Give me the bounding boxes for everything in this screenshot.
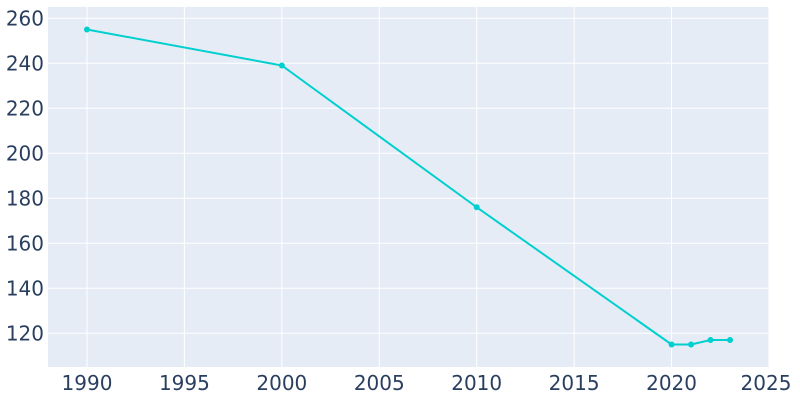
x-axis-ticks: 1990 1995 2000 2005 2010 2015 2020 2025 xyxy=(62,371,792,395)
data-point xyxy=(473,204,480,211)
y-tick-label: 200 xyxy=(6,141,44,165)
plot-background xyxy=(48,7,769,367)
y-tick-label: 260 xyxy=(6,6,44,30)
x-tick-label: 2025 xyxy=(741,371,792,395)
x-tick-label: 2020 xyxy=(646,371,697,395)
y-tick-label: 160 xyxy=(6,231,44,255)
data-points xyxy=(83,26,734,348)
data-point xyxy=(83,26,90,33)
data-point xyxy=(668,341,675,348)
y-tick-label: 140 xyxy=(6,276,44,300)
y-tick-label: 220 xyxy=(6,96,44,120)
x-tick-label: 2000 xyxy=(256,371,307,395)
x-tick-label: 2015 xyxy=(549,371,600,395)
data-point xyxy=(278,62,285,69)
x-tick-label: 1990 xyxy=(62,371,113,395)
y-tick-label: 240 xyxy=(6,51,44,75)
y-axis-ticks: 120 140 160 180 200 220 240 260 xyxy=(6,6,44,345)
data-point xyxy=(707,337,714,343)
x-tick-label: 2010 xyxy=(451,371,502,395)
y-tick-label: 120 xyxy=(6,321,44,345)
y-tick-label: 180 xyxy=(6,186,44,210)
data-point xyxy=(688,341,695,348)
x-tick-label: 1995 xyxy=(159,371,210,395)
data-point xyxy=(727,337,734,343)
x-tick-label: 2005 xyxy=(354,371,405,395)
